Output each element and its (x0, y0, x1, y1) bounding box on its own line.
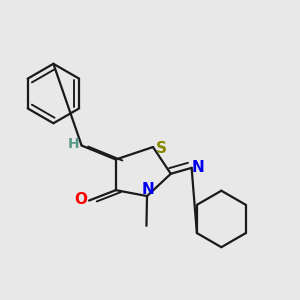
Text: H: H (68, 137, 79, 151)
Text: S: S (156, 141, 167, 156)
Text: N: N (192, 160, 205, 175)
Text: O: O (74, 192, 87, 207)
Text: N: N (142, 182, 155, 197)
